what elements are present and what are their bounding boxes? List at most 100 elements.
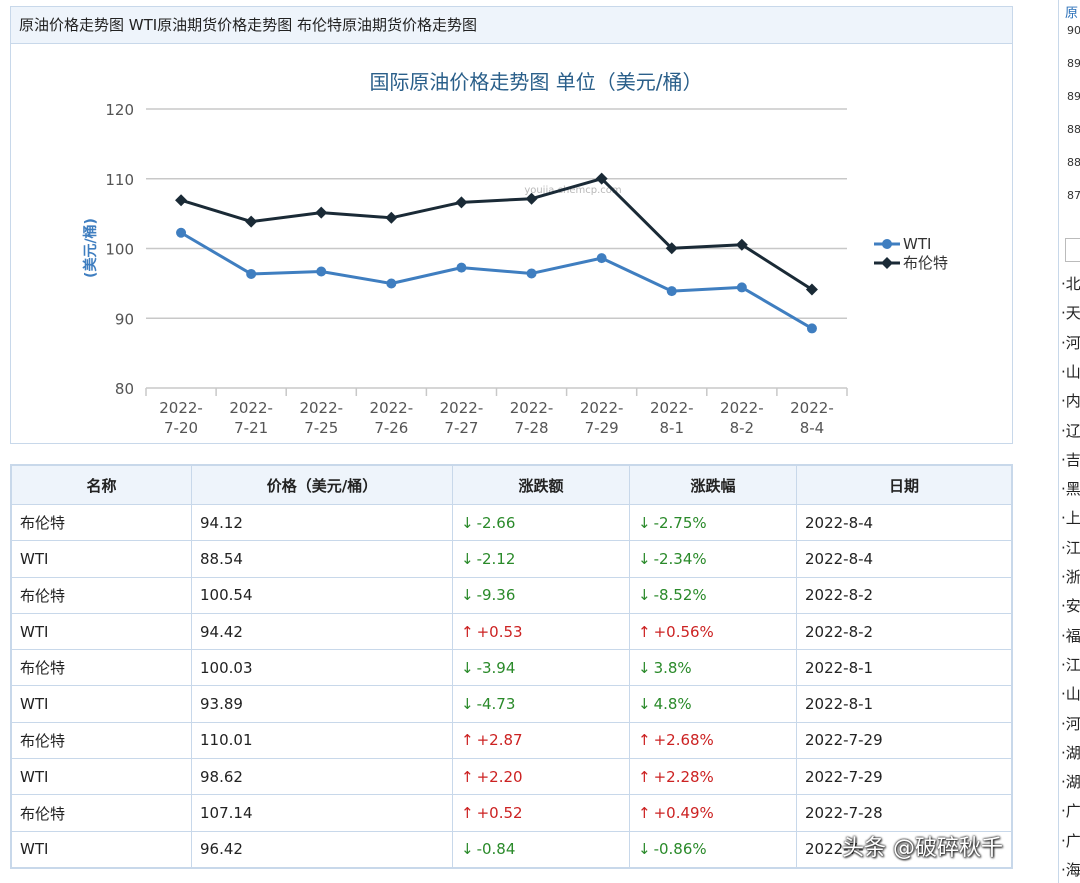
x-tick-label-line: 7-21 xyxy=(234,419,268,437)
cell-change-value: -2.12 xyxy=(476,549,516,568)
cell-date: 2022-8-2 xyxy=(796,612,1012,651)
data-point xyxy=(736,282,747,293)
cell-date: 2022-7-29 xyxy=(796,758,1012,796)
cell-pct-value: +2.68% xyxy=(653,731,714,750)
x-tick-label: 2022- 7-21 xyxy=(229,399,273,437)
bullet-icon: · xyxy=(1061,568,1066,586)
sidebar-region-item[interactable]: ·浙 xyxy=(1061,566,1080,587)
sidebar-region-item[interactable]: ·广 xyxy=(1061,800,1080,821)
sidebar-price-item: 88 xyxy=(1067,156,1080,169)
sidebar-region-item[interactable]: ·内 xyxy=(1061,390,1080,411)
cell-price: 93.89 xyxy=(191,685,453,723)
sidebar-region-item[interactable]: ·山 xyxy=(1061,361,1080,382)
cell-price: 96.42 xyxy=(191,830,453,868)
cell-pct-value: -2.75% xyxy=(653,513,707,532)
sidebar-region-item[interactable]: ·湖 xyxy=(1061,742,1080,763)
arrow-down-icon: ↓ xyxy=(461,695,474,714)
sidebar-region-item[interactable]: ·江 xyxy=(1061,654,1080,675)
x-tick-label-line: 2022- xyxy=(790,399,834,417)
sidebar-region-item[interactable]: ·山 xyxy=(1061,683,1080,704)
sidebar-region-label: 上 xyxy=(1065,509,1080,528)
table-row: 布伦特 107.14 ↑ +0.52 ↑ +0.49% 2022-7-28 xyxy=(11,794,1012,832)
sidebar-region-item[interactable]: ·福 xyxy=(1061,625,1080,646)
cell-name: 布伦特 xyxy=(11,794,192,832)
cell-change: ↓ -4.73 xyxy=(452,685,630,723)
data-point xyxy=(245,215,258,228)
cell-name: WTI xyxy=(11,830,192,868)
sidebar-region-item[interactable]: ·海 xyxy=(1061,859,1080,880)
sidebar-region-item[interactable]: ·北 xyxy=(1061,273,1080,294)
sidebar-region-label: 天 xyxy=(1065,304,1080,323)
data-point xyxy=(246,268,257,279)
series-line xyxy=(180,231,813,330)
legend-label: 布伦特 xyxy=(903,254,948,272)
cell-name: WTI xyxy=(11,685,192,723)
bullet-icon: · xyxy=(1061,743,1066,762)
sidebar-region-item[interactable]: ·黑 xyxy=(1061,478,1080,499)
arrow-down-icon: ↓ xyxy=(638,586,651,605)
sidebar-region-item[interactable]: ·江 xyxy=(1061,537,1080,558)
x-tick-label-line: 7-26 xyxy=(374,419,408,437)
arrow-down-icon: ↓ xyxy=(461,549,474,568)
arrow-up-icon: ↑ xyxy=(461,767,474,786)
x-tick-label-line: 2022- xyxy=(720,399,764,417)
cell-name: 布伦特 xyxy=(11,503,192,542)
sidebar-price-item: 88 xyxy=(1067,123,1080,136)
cell-change: ↓ -9.36 xyxy=(452,576,630,614)
x-tick-label: 2022- 7-29 xyxy=(580,399,624,437)
arrow-down-icon: ↓ xyxy=(461,840,474,859)
cell-pct-value: 4.8% xyxy=(653,695,692,714)
cell-change: ↓ -2.66 xyxy=(452,503,630,542)
sidebar-region-label: 湖 xyxy=(1065,773,1080,792)
x-tick-label-line: 7-28 xyxy=(515,419,549,437)
table-row: 布伦特 94.12 ↓ -2.66 ↓ -2.75% 2022-8-4 xyxy=(11,503,1012,542)
sidebar-region-item[interactable]: ·安 xyxy=(1061,595,1080,616)
sidebar-region-item[interactable]: ·河 xyxy=(1061,713,1080,734)
bullet-icon: · xyxy=(1061,773,1066,792)
cell-pct: ↓ -2.75% xyxy=(629,503,797,542)
sidebar-region-item[interactable]: ·辽 xyxy=(1061,420,1080,441)
sidebar-title: 原 xyxy=(1065,6,1079,21)
data-point xyxy=(176,227,187,238)
cell-date: 2022-7- xyxy=(796,830,1012,868)
sidebar-region-item[interactable]: ·上 xyxy=(1061,507,1080,528)
cell-change: ↑ +2.20 xyxy=(452,758,630,796)
cell-change-value: +0.53 xyxy=(476,622,523,641)
sidebar-region-label: 河 xyxy=(1065,333,1080,352)
y-axis-label: (美元/桶) xyxy=(82,218,99,278)
cell-pct: ↓ 4.8% xyxy=(629,685,797,723)
data-point xyxy=(525,192,538,205)
cell-pct-value: -2.34% xyxy=(653,549,707,568)
cell-pct-value: +0.49% xyxy=(653,804,714,823)
sidebar-region-item[interactable]: ·吉 xyxy=(1061,449,1080,470)
watermark-label: 头条 @破碎秋千 xyxy=(842,836,1003,861)
cell-change-value: -3.94 xyxy=(476,658,516,677)
cell-change-value: -4.73 xyxy=(476,695,516,714)
bullet-icon: · xyxy=(1061,450,1066,469)
sidebar-region-item[interactable]: ·天 xyxy=(1061,302,1080,323)
data-point xyxy=(735,238,748,251)
cell-date: 2022-7-28 xyxy=(796,794,1012,832)
cell-change: ↑ +0.52 xyxy=(452,794,630,832)
cell-change-value: -0.84 xyxy=(476,840,516,859)
cell-name: WTI xyxy=(11,758,192,796)
cell-change-value: -2.66 xyxy=(476,513,516,532)
x-tick-label: 2022- 8-1 xyxy=(650,399,694,437)
col-header-pct: 涨跌幅 xyxy=(629,465,797,505)
arrow-up-icon: ↑ xyxy=(461,622,474,641)
x-tick-label: 2022- 7-27 xyxy=(440,399,484,437)
sidebar-select-box[interactable] xyxy=(1065,238,1080,262)
sidebar-region-label: 山 xyxy=(1065,362,1080,381)
arrow-up-icon: ↑ xyxy=(638,731,651,750)
x-tick-label-line: 8-1 xyxy=(660,419,685,437)
sidebar-region-item[interactable]: ·河 xyxy=(1061,332,1080,353)
cell-date: 2022-8-4 xyxy=(796,503,1012,542)
bullet-icon: · xyxy=(1061,333,1066,352)
table-row: 布伦特 100.03 ↓ -3.94 ↓ 3.8% 2022-8-1 xyxy=(11,649,1012,687)
cell-pct: ↑ +2.28% xyxy=(629,758,797,796)
sidebar-region-item[interactable]: ·湖 xyxy=(1061,771,1080,792)
x-tick-label-line: 2022- xyxy=(159,399,203,417)
sidebar-region-item[interactable]: ·广 xyxy=(1061,830,1080,851)
sidebar-price-item: 89 xyxy=(1067,57,1080,70)
cell-name: 布伦特 xyxy=(11,721,192,760)
